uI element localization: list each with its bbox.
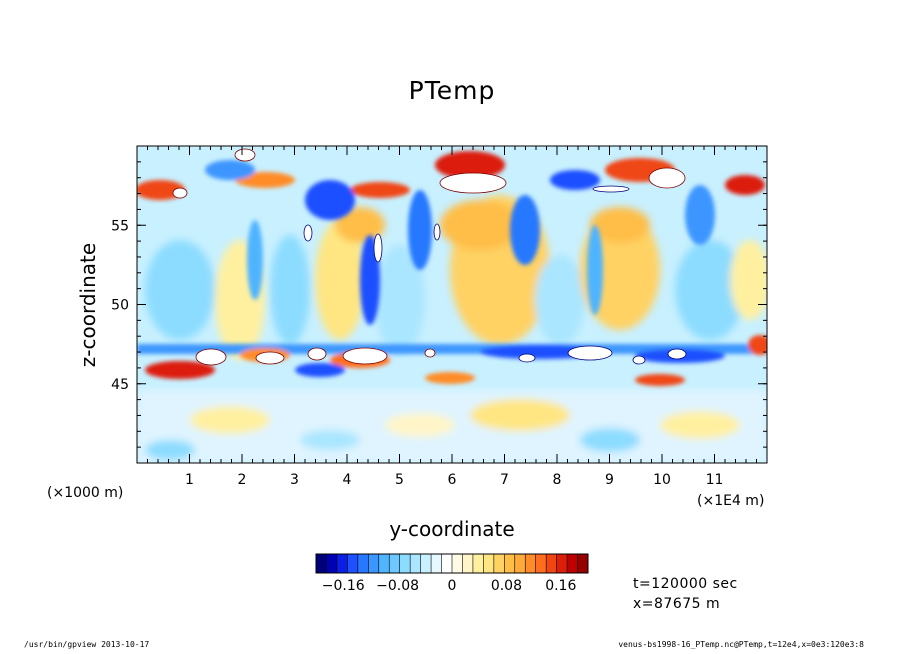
colorbar-swatch (535, 554, 547, 573)
y-tick-label: 45 (111, 377, 129, 393)
x-tick-label: 7 (500, 472, 509, 488)
colorbar-swatch (316, 554, 327, 573)
colorbar-swatch (462, 554, 474, 573)
colorbar-swatch (546, 554, 558, 573)
colorbar-swatch (567, 554, 579, 573)
x-tick-label: 5 (395, 472, 404, 488)
footer-left: /usr/bin/gpview 2013-10-17 (24, 640, 150, 649)
colorbar-swatch (410, 554, 422, 573)
colorbar-swatch (368, 554, 380, 573)
saturated-regions (172, 148, 686, 366)
x-tick-label: 8 (553, 472, 562, 488)
colorbar-swatch (389, 554, 401, 573)
x-tick-label: 2 (238, 472, 247, 488)
x-axis-unit-right: (×1E4 m) (697, 493, 764, 509)
colorbar-swatch (357, 554, 369, 573)
colorbar-swatch (326, 554, 338, 573)
colorbar-swatch (452, 554, 463, 573)
x-tick-label: 9 (605, 472, 614, 488)
y-axis: 45 50 55 (111, 145, 767, 464)
x-tick-label: 11 (706, 472, 724, 488)
colorbar-swatch (556, 554, 568, 573)
colorbar-swatch (336, 554, 348, 573)
colorbar-swatch (420, 554, 432, 573)
colorbar-swatch (514, 554, 526, 573)
colorbar-swatch (399, 554, 411, 573)
colorbar-tick-label: −0.16 (322, 578, 365, 594)
footer-right: venus-bs1998-16_PTemp.nc@PTemp,t=12e4,x=… (618, 640, 864, 649)
x-axis: 1 2 3 4 5 6 7 8 9 10 11 (136, 146, 768, 488)
time-label: t=120000 sec (633, 576, 738, 592)
colorbar-swatch (431, 554, 443, 573)
colorbar-tick-label: 0.08 (491, 578, 522, 594)
x-tick-label: 4 (343, 472, 352, 488)
heatmap-field (137, 146, 767, 463)
x-axis-label: y-coordinate (389, 517, 514, 541)
x-tick-label: 6 (448, 472, 457, 488)
colorbar-swatch (525, 554, 537, 573)
x-position-label: x=87675 m (633, 596, 721, 612)
colorbar-swatch (483, 554, 495, 573)
colorbar-swatch (441, 554, 453, 573)
heatmap-smooth-layer (137, 195, 767, 463)
saturated-regions-cold (303, 185, 687, 365)
colorbar-swatch (504, 554, 516, 573)
y-tick-label: 55 (111, 218, 129, 234)
colorbar-swatch (378, 554, 390, 573)
x-tick-label: 1 (185, 472, 194, 488)
colorbar-swatch (347, 554, 359, 573)
colorbar-swatch (472, 554, 484, 573)
y-axis-label: z-coordinate (76, 243, 100, 367)
x-axis-unit-left: (×1000 m) (47, 485, 123, 501)
x-tick-label: 3 (290, 472, 299, 488)
colorbar-frame (315, 553, 589, 574)
colorbar: −0.16 −0.08 0 0.08 0.16 (315, 553, 589, 594)
y-tick-label: 50 (111, 298, 129, 314)
colorbar-tick-label: 0.16 (545, 578, 576, 594)
colorbar-swatch (493, 554, 505, 573)
colorbar-tick-label: 0 (448, 578, 457, 594)
colorbar-swatch (577, 554, 589, 573)
colorbar-tick-label: −0.08 (376, 578, 419, 594)
x-tick-label: 10 (653, 472, 671, 488)
chart-title: PTemp (408, 76, 496, 105)
